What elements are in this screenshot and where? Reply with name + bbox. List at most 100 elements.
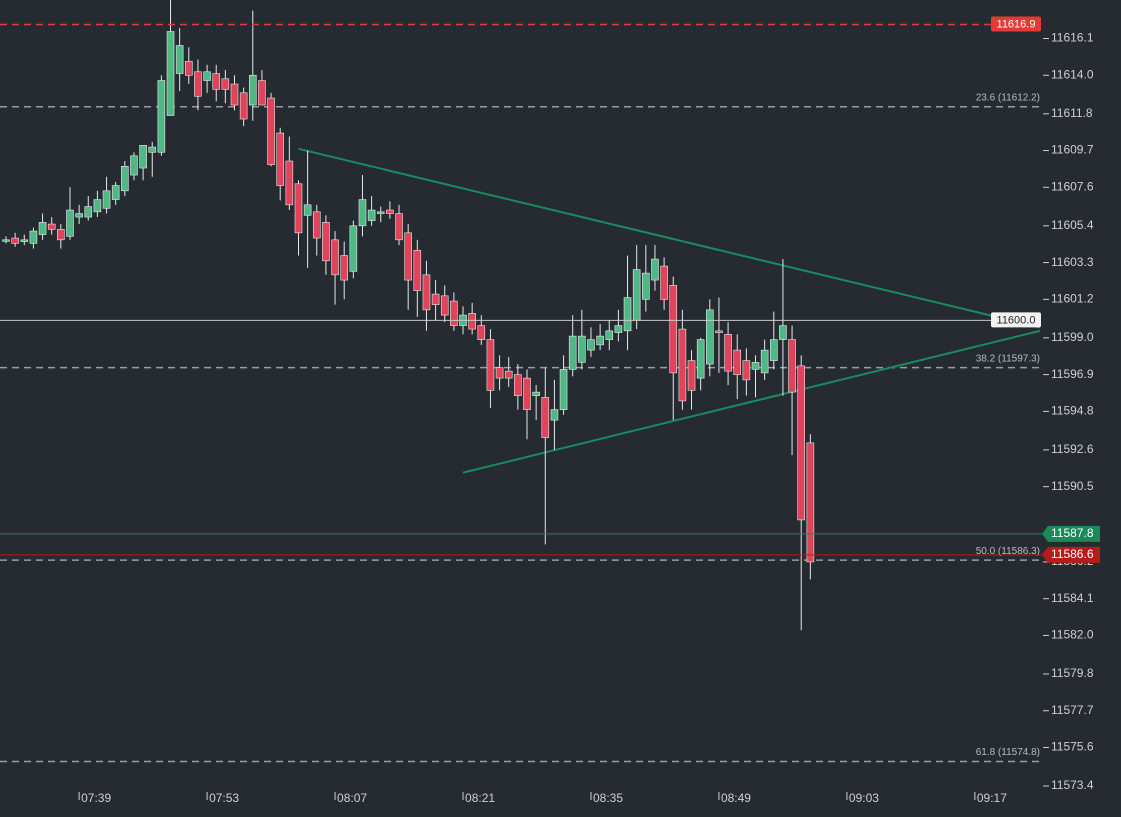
price-tag — [1042, 525, 1100, 542]
x-tick-label: 08:35 — [593, 791, 623, 805]
y-tick-label: 11590.5 — [1051, 479, 1094, 493]
candle-body — [779, 325, 787, 340]
candle-body — [760, 349, 769, 374]
candle-body — [75, 213, 83, 218]
y-tick-label: 11607.6 — [1051, 179, 1094, 193]
candle-body — [29, 230, 38, 244]
candle-body — [185, 60, 193, 76]
candle-body — [715, 330, 723, 333]
candle-body — [623, 297, 632, 332]
candle-body — [568, 335, 577, 370]
candle-body — [121, 166, 129, 192]
candle-body — [587, 339, 595, 351]
candle-body — [230, 83, 239, 106]
y-tick-label: 11596.9 — [1051, 367, 1094, 381]
x-tick-label: 07:39 — [81, 791, 111, 805]
fib-label: 61.8 (11574.8) — [976, 747, 1040, 758]
candle-body — [102, 190, 111, 209]
x-tick-label: 08:49 — [721, 791, 751, 805]
candle-body — [514, 374, 522, 396]
y-tick-label: 11594.8 — [1051, 404, 1094, 418]
candle-body — [111, 185, 120, 200]
candle-body — [395, 213, 403, 241]
candle-body — [212, 73, 221, 90]
candle-body — [285, 160, 294, 206]
candle-body — [148, 146, 157, 153]
candle-body — [38, 222, 47, 235]
candle-body — [194, 71, 202, 97]
candle-body — [578, 335, 586, 363]
candle-body — [413, 250, 422, 291]
candle-body — [157, 80, 166, 153]
candle-body — [248, 74, 257, 106]
y-tick-label: 11575.6 — [1051, 740, 1094, 754]
candle-body — [724, 334, 732, 372]
y-tick-label: 11605.4 — [1051, 218, 1094, 232]
candle-body — [422, 274, 431, 311]
candle-body — [550, 409, 559, 421]
candle-body — [769, 339, 778, 361]
candle-body — [258, 80, 266, 106]
candle-body — [678, 328, 687, 402]
candle-body — [660, 265, 668, 300]
x-tick-label: 08:21 — [465, 791, 495, 805]
candle-body — [57, 229, 65, 241]
candle-body — [532, 391, 540, 396]
candle-body — [651, 258, 659, 281]
candle-body — [11, 237, 19, 244]
candle-body — [596, 335, 604, 346]
y-tick-label: 11601.2 — [1051, 292, 1094, 306]
candle-body — [504, 370, 513, 379]
candle-body — [751, 362, 760, 370]
y-tick-label: 11577.7 — [1051, 703, 1094, 717]
candle-body — [486, 339, 495, 391]
y-tick-label: 11616.1 — [1051, 31, 1094, 45]
trendline — [298, 147, 1041, 329]
candle-body — [468, 313, 476, 330]
candle-body — [386, 209, 394, 214]
candle-body — [632, 269, 641, 321]
candle-body — [788, 339, 796, 393]
candle-body — [806, 442, 815, 563]
candle-body — [84, 206, 93, 218]
y-tick-label: 11603.3 — [1051, 255, 1094, 269]
price-tag — [991, 312, 1041, 328]
price-tag-label: 11586.6 — [1051, 547, 1094, 561]
candle-body — [440, 295, 449, 316]
y-tick-label: 11584.1 — [1051, 591, 1094, 605]
candle-body — [733, 349, 742, 375]
candle-body — [687, 360, 696, 391]
candle-body — [431, 293, 440, 305]
candle-body — [605, 330, 614, 340]
candle-body — [797, 365, 806, 521]
price-tag — [991, 16, 1041, 32]
candle-body — [559, 369, 568, 410]
candle-body — [66, 209, 74, 237]
candle-body — [696, 339, 705, 379]
x-tick-label: 09:17 — [977, 791, 1007, 805]
candle-body — [706, 309, 714, 365]
candle-body — [541, 397, 550, 438]
candle-body — [221, 78, 230, 90]
candle-body — [742, 360, 751, 381]
candle-body — [276, 132, 285, 186]
candle-body — [477, 325, 486, 340]
candle-body — [2, 239, 10, 242]
y-tick-label: 11573.4 — [1051, 778, 1094, 792]
candle-body — [376, 211, 385, 214]
y-tick-label: 11614.0 — [1051, 67, 1094, 81]
candle-body — [175, 45, 184, 74]
candle-body — [404, 232, 412, 281]
candle-body — [139, 144, 147, 169]
candle-body — [239, 92, 248, 120]
fib-label: 38.2 (11597.3) — [976, 353, 1040, 364]
price-tag — [1042, 546, 1100, 563]
candle-body — [367, 209, 376, 221]
candle-body — [130, 155, 138, 176]
y-tick-label: 11582.0 — [1051, 628, 1094, 642]
y-tick-label: 11611.8 — [1051, 106, 1093, 120]
y-tick-label: 11609.7 — [1051, 143, 1094, 157]
y-tick-label: 11579.8 — [1051, 666, 1094, 680]
candle-body — [322, 222, 330, 262]
